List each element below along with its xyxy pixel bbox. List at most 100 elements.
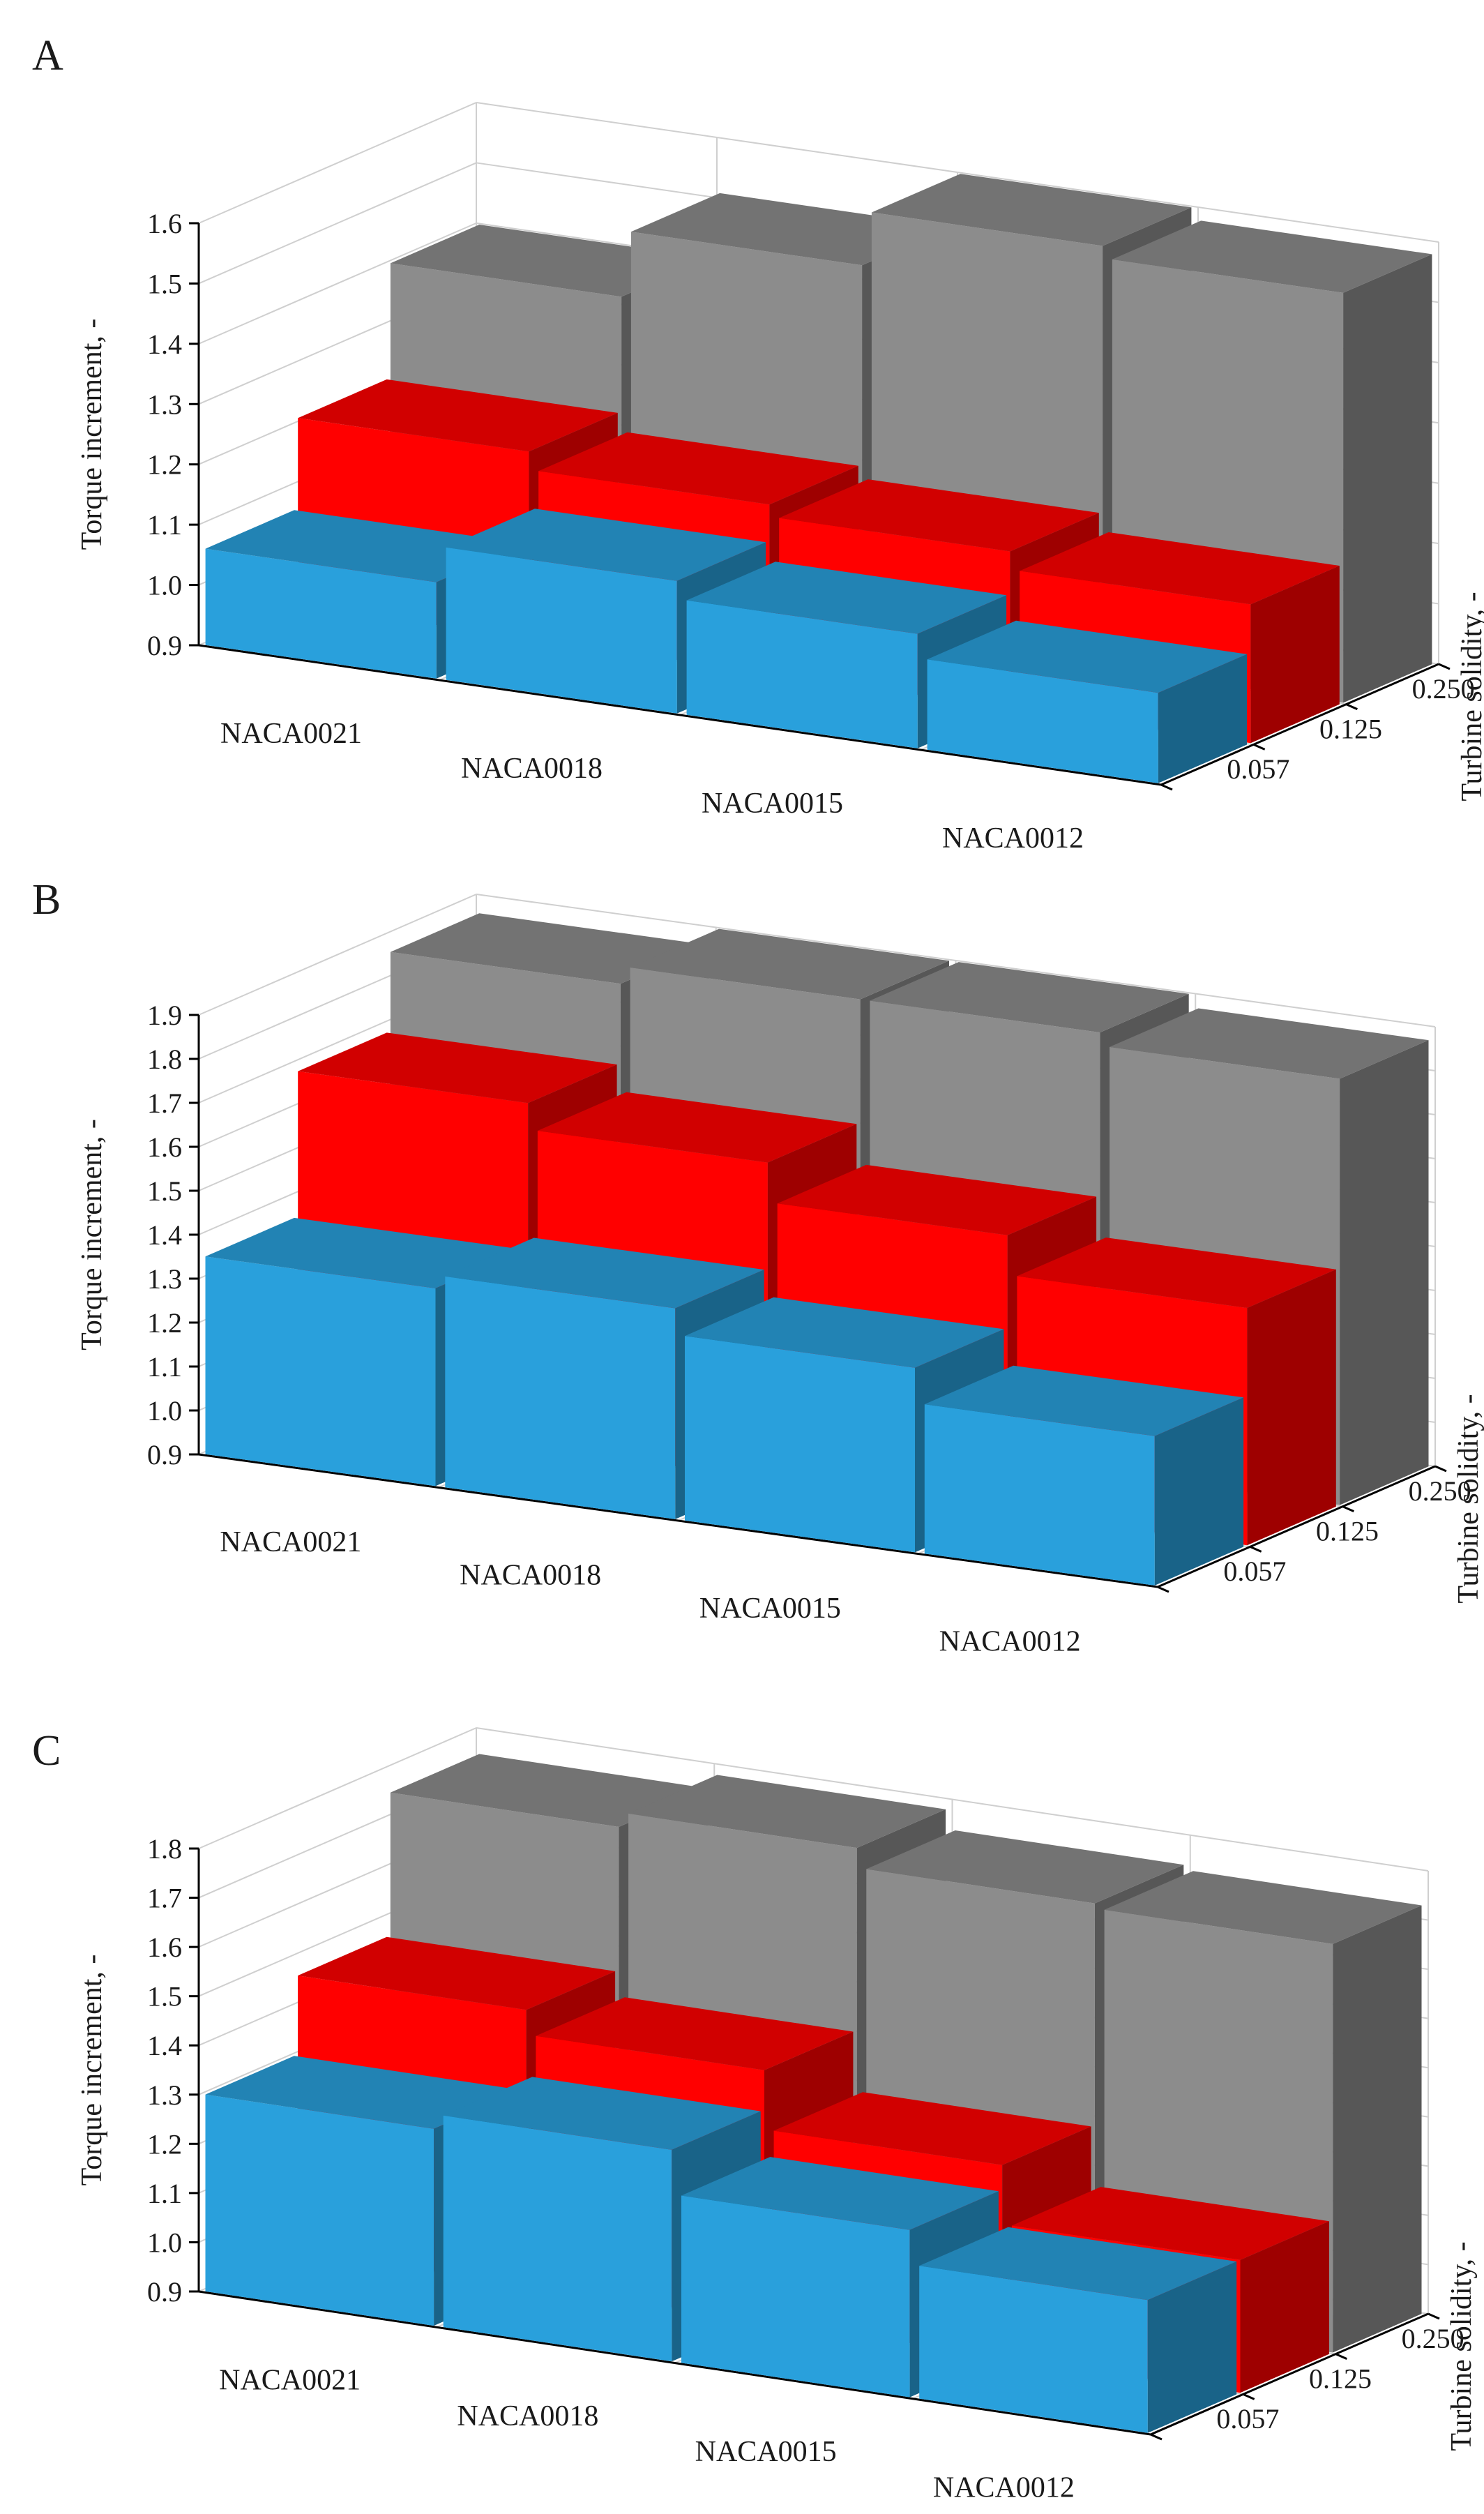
bar-side-face (1343, 254, 1432, 703)
bar-top-face (1017, 1237, 1336, 1308)
bar-top-face (445, 1237, 764, 1309)
bar (919, 2227, 1237, 2433)
bar-top-face (927, 620, 1248, 693)
z-category-label: 0.250 (1409, 1475, 1471, 1507)
y-tick-label: 1.0 (147, 1395, 182, 1427)
bar-front-face (686, 600, 918, 748)
z-axis-title: Turbine solidity, - (1456, 592, 1484, 801)
x-category-label: NACA0018 (461, 753, 603, 785)
bar-top-face (628, 1775, 946, 1849)
bar-side-face (1333, 1905, 1422, 2353)
y-tick-label: 1.8 (147, 1833, 182, 1865)
z-category-label: 0.057 (1227, 753, 1289, 785)
bar-front-face (445, 1276, 676, 1519)
x-category-label: NACA0021 (220, 718, 362, 750)
bars (205, 174, 1432, 783)
bar-top-face (630, 193, 951, 266)
y-tick-label: 1.3 (147, 1263, 182, 1295)
bar-top-face (1110, 1008, 1429, 1079)
y-tick-label: 1.1 (147, 2178, 182, 2209)
bar-front-face (205, 548, 437, 679)
bar-front-face (924, 1404, 1155, 1586)
x-category-label: NACA0012 (942, 822, 1084, 855)
y-axis-title: Torque increment, - (76, 1955, 108, 2186)
z-category-label: 0.125 (1316, 1516, 1379, 1547)
bar-top-face (205, 510, 526, 582)
bar-side-face (1158, 654, 1248, 783)
bar-side-face (1240, 2221, 1329, 2393)
bar (924, 1365, 1244, 1586)
x-category-label: NACA0018 (460, 1559, 601, 1591)
chart-panel-b: B 0.9 1.0 1.1 1.2 1.3 1.4 1.5 1.6 1.7 1.8 1.9 Torque… (32, 876, 1484, 1657)
y-tick-label: 1.1 (147, 1351, 182, 1383)
bar-top-face (871, 174, 1192, 246)
z-category-label: 0.125 (1309, 2363, 1372, 2395)
y-tick-label: 1.0 (147, 2227, 182, 2258)
y-tick-label: 1.4 (147, 2030, 182, 2061)
x-category-label: NACA0012 (939, 1625, 1081, 1657)
bar-front-face (205, 1256, 436, 1486)
x-category-label: NACA0015 (699, 1593, 841, 1625)
panel-label: C (32, 1727, 61, 1775)
bars (205, 1754, 1422, 2433)
bar-top-face (870, 962, 1189, 1033)
y-tick-label: 1.9 (147, 1000, 182, 1031)
bar-top-face (686, 562, 1007, 634)
z-category-label: 0.057 (1216, 2403, 1279, 2434)
bar-top-face (298, 1936, 616, 2010)
z-category-label: 0.057 (1223, 1556, 1286, 1587)
bar-top-face (205, 2056, 523, 2129)
bar-front-face (927, 659, 1158, 783)
y-tick-label: 1.4 (147, 329, 182, 360)
bar-front-face (205, 2094, 434, 2326)
y-tick-label: 1.2 (147, 449, 182, 481)
x-category-label: NACA0021 (220, 1526, 361, 1558)
y-axis-title: Torque increment, - (76, 1119, 108, 1350)
y-tick-label: 0.9 (147, 1439, 182, 1470)
y-tick-label: 0.9 (147, 630, 182, 661)
bar-side-face (1340, 1040, 1429, 1505)
y-tick-label: 1.1 (147, 509, 182, 541)
chart-panel-a: A 0.9 1.0 1.1 1.2 1.3 1.4 1.5 1.6 Torque incremen… (32, 32, 1484, 855)
bar-top-face (390, 913, 710, 984)
bar-front-face (685, 1336, 915, 1553)
bar-top-face (773, 2092, 1091, 2165)
axes (189, 222, 1451, 791)
bar-top-face (390, 1754, 708, 1827)
bar-top-face (1020, 532, 1340, 605)
z-category-label: 0.250 (1402, 2323, 1464, 2354)
bar-top-face (1011, 2187, 1329, 2260)
bar-top-face (537, 1092, 857, 1163)
bar-top-face (681, 2157, 999, 2230)
bar-top-face (536, 1997, 854, 2070)
chart-panel-c: C 0.9 1.0 1.1 1.2 1.3 1.4 1.5 1.6 1.7 1.8 Torque in… (32, 1727, 1478, 2504)
bar-top-face (919, 2227, 1237, 2301)
x-category-label: NACA0021 (219, 2365, 361, 2397)
y-tick-label: 1.3 (147, 389, 182, 420)
y-tick-label: 1.8 (147, 1044, 182, 1075)
bar-top-face (205, 1217, 524, 1288)
y-tick-label: 1.6 (147, 208, 182, 239)
bar-front-face (681, 2195, 910, 2398)
y-tick-label: 1.7 (147, 1883, 182, 1914)
bar-top-face (924, 1365, 1244, 1436)
y-tick-label: 1.2 (147, 2128, 182, 2160)
bar-top-face (685, 1297, 1004, 1368)
panel-label: A (32, 32, 63, 80)
bar-top-face (298, 379, 618, 452)
bar-top-face (446, 509, 766, 581)
y-tick-label: 1.5 (147, 1981, 182, 2012)
bar-front-face (446, 547, 677, 714)
x-category-label: NACA0015 (695, 2436, 837, 2468)
bar-front-face (443, 2115, 672, 2362)
y-tick-label: 1.5 (147, 1175, 182, 1207)
z-axis-title: Turbine solidity, - (1453, 1394, 1484, 1603)
axes (189, 1014, 1447, 1593)
bar-top-face (390, 225, 711, 297)
bar-side-face (1147, 2261, 1237, 2433)
axes (189, 1847, 1440, 2441)
bar-top-face (298, 1032, 617, 1104)
bar (927, 620, 1248, 783)
y-tick-label: 1.4 (147, 1219, 182, 1251)
